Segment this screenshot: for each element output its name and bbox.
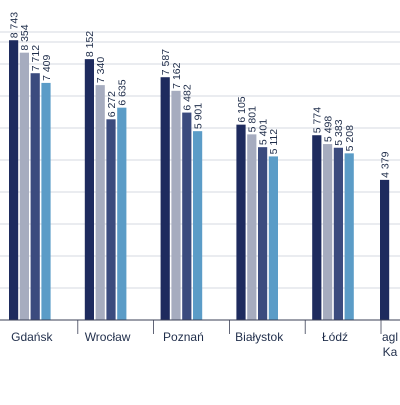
data-label: 5 498 bbox=[322, 116, 334, 142]
data-label: 7 340 bbox=[95, 57, 107, 83]
data-label: 7 712 bbox=[30, 45, 42, 71]
data-label: 8 152 bbox=[84, 31, 96, 57]
data-label: 4 379 bbox=[379, 151, 391, 177]
bar bbox=[171, 90, 181, 320]
data-label: 5 112 bbox=[268, 129, 280, 155]
x-tick-label: Białystok bbox=[235, 330, 284, 344]
x-tick-label: Łódź bbox=[322, 330, 348, 344]
bar bbox=[30, 73, 40, 320]
bar bbox=[247, 134, 257, 320]
bar bbox=[344, 153, 354, 320]
bar bbox=[380, 179, 390, 320]
x-tick-label: Wrocław bbox=[85, 330, 131, 344]
bar bbox=[19, 52, 29, 321]
data-label: 5 774 bbox=[312, 107, 324, 133]
x-axis: Gdańsk Wrocław Poznań Białystok Łódź agl Ka bbox=[0, 319, 400, 359]
x-tick-label: Poznań bbox=[163, 330, 204, 344]
data-label: 8 743 bbox=[8, 12, 20, 38]
bar bbox=[95, 85, 105, 321]
data-label: 7 409 bbox=[41, 54, 53, 80]
bar bbox=[106, 119, 116, 321]
data-label: 6 482 bbox=[182, 84, 194, 110]
bar bbox=[41, 82, 51, 320]
bar bbox=[312, 135, 322, 320]
bar bbox=[9, 40, 19, 320]
bar bbox=[117, 107, 127, 321]
bar bbox=[236, 124, 246, 320]
bar bbox=[84, 59, 94, 321]
x-tick-label: Gdańsk bbox=[11, 330, 53, 344]
x-tick-label: agl Ka bbox=[382, 330, 398, 359]
data-label: 7 162 bbox=[171, 62, 183, 88]
bar bbox=[333, 147, 343, 320]
bar bbox=[268, 156, 278, 320]
data-label: 5 383 bbox=[333, 119, 345, 145]
bar bbox=[323, 144, 333, 320]
data-label: 5 401 bbox=[257, 119, 269, 145]
bar bbox=[182, 112, 192, 321]
data-label: 5 801 bbox=[247, 106, 259, 132]
bar bbox=[160, 77, 170, 320]
bar bbox=[193, 131, 203, 320]
bar bbox=[258, 147, 268, 320]
data-label: 6 272 bbox=[106, 91, 118, 117]
data-label: 7 587 bbox=[160, 49, 172, 75]
data-label: 5 208 bbox=[344, 125, 356, 151]
data-label: 6 635 bbox=[117, 79, 129, 105]
data-label: 5 901 bbox=[192, 103, 204, 129]
data-label: 6 105 bbox=[236, 96, 248, 122]
bars bbox=[9, 40, 390, 321]
data-label: 8 354 bbox=[19, 24, 31, 50]
